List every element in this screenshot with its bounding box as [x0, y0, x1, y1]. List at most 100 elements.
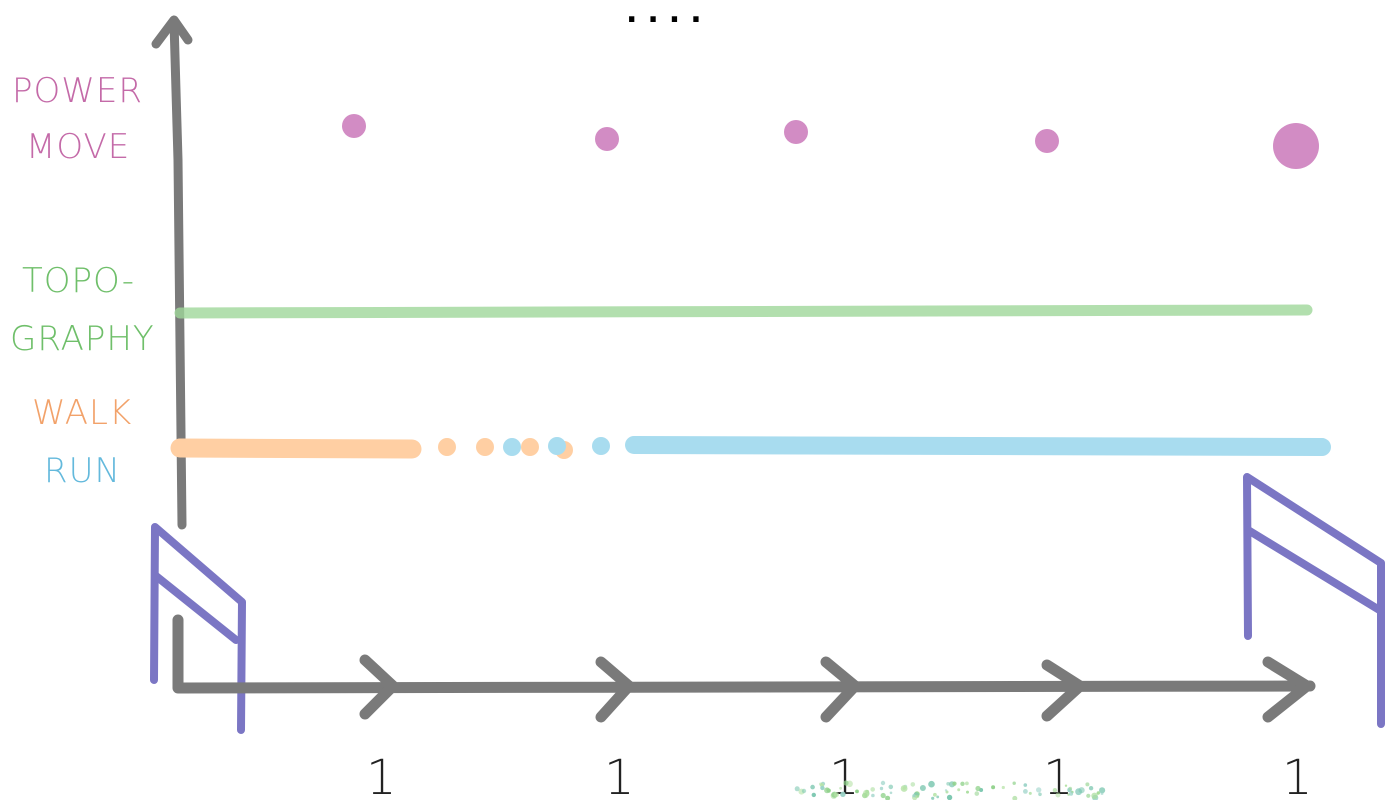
- chevron-right-icon: [1041, 659, 1086, 722]
- grass-speck: [855, 789, 859, 794]
- tick-label: 1: [366, 750, 397, 800]
- tick-label: 1: [604, 750, 635, 800]
- grass-speck: [1069, 791, 1074, 796]
- power-move-dot: [595, 127, 619, 151]
- power-move-dot: [784, 120, 808, 144]
- grass-speck: [820, 785, 825, 791]
- grass-speck: [944, 789, 948, 792]
- axis-line: [172, 614, 1316, 694]
- label-topography: TOPO- GRAPHY: [10, 261, 155, 359]
- grass-speck: [933, 792, 937, 797]
- grass-speck: [1068, 786, 1073, 791]
- grass-speck: [966, 790, 969, 794]
- grass-speck: [928, 780, 935, 788]
- grass-speck: [1038, 792, 1042, 797]
- grass-speckles: [794, 780, 1106, 800]
- grass-speck: [1023, 789, 1028, 794]
- walk-dot: [438, 438, 456, 456]
- grass-speck: [965, 781, 969, 786]
- chevron-right-icon: [359, 654, 399, 720]
- grass-speck: [871, 793, 875, 798]
- walk-band: [170, 438, 422, 459]
- grass-speck: [862, 792, 868, 799]
- walk-dot: [476, 438, 494, 456]
- chevron-right-icon: [595, 656, 635, 723]
- grass-speck: [889, 791, 893, 795]
- up-arrow-icon: [151, 15, 193, 530]
- run-dot: [503, 438, 521, 456]
- grass-speck: [1064, 784, 1068, 787]
- grass-speck: [839, 786, 842, 790]
- grass-speck: [834, 792, 839, 798]
- grass-speck: [1096, 791, 1101, 795]
- run-band: [625, 436, 1331, 456]
- grass-speck: [946, 782, 950, 786]
- grass-speck: [946, 794, 953, 800]
- grass-speck: [1086, 793, 1091, 798]
- tick-labels: 1 1 1 1 1: [366, 750, 1313, 800]
- power-move-series: [342, 114, 1319, 169]
- grass-speck: [957, 788, 961, 792]
- label-move: MOVE: [26, 127, 130, 167]
- grass-speck: [974, 791, 980, 796]
- walk-dot: [521, 438, 539, 456]
- power-move-dot-large: [1273, 123, 1319, 169]
- chevron-right-icon: [820, 656, 861, 723]
- grass-speck: [1028, 791, 1032, 795]
- grass-speck: [1055, 792, 1061, 798]
- grass-speck: [879, 786, 884, 791]
- grass-speck: [824, 787, 830, 794]
- grass-speck: [1023, 783, 1028, 787]
- grass-speck: [1099, 787, 1106, 794]
- tick-label: 1: [1043, 750, 1074, 800]
- power-move-dot: [342, 114, 366, 138]
- grass-speck: [952, 781, 957, 786]
- hurdle-icon: [1243, 473, 1385, 728]
- grass-speck: [1100, 792, 1104, 795]
- grass-speck: [870, 787, 875, 792]
- grass-speck: [810, 784, 815, 790]
- label-graphy: GRAPHY: [10, 319, 155, 359]
- label-walk: WALK: [32, 393, 132, 433]
- grass-speck: [1001, 785, 1005, 790]
- tick-label: 1: [1282, 750, 1313, 800]
- grass-speck: [991, 785, 996, 790]
- label-topo: TOPO-: [22, 261, 135, 301]
- chevron-right-icon: [1262, 656, 1313, 723]
- grass-speck: [912, 794, 916, 798]
- grass-speck: [1052, 788, 1058, 793]
- grass-speck: [919, 785, 926, 791]
- grass-speck: [975, 785, 981, 792]
- grass-speck: [1078, 787, 1085, 794]
- grass-speck: [1088, 786, 1094, 791]
- grass-speck: [1085, 782, 1090, 787]
- grass-speck: [880, 780, 886, 786]
- grass-speck: [936, 795, 940, 799]
- grass-speck: [1012, 781, 1016, 785]
- grass-speck: [843, 780, 849, 786]
- time-axis: [172, 614, 1316, 723]
- run-series: [503, 436, 1331, 456]
- grass-speck: [960, 781, 965, 786]
- grass-speck: [931, 796, 935, 800]
- grass-speck: [1091, 792, 1098, 799]
- grass-speck: [801, 788, 807, 794]
- grass-speck: [888, 784, 894, 790]
- grass-speck: [1036, 787, 1042, 793]
- grass-speck: [794, 786, 800, 792]
- grass-speck: [811, 792, 816, 798]
- label-power: POWER: [12, 71, 143, 111]
- power-move-dot: [1035, 129, 1059, 153]
- grass-speck: [840, 791, 846, 797]
- grass-speck: [1012, 795, 1018, 800]
- label-power-move: POWER MOVE: [12, 71, 143, 167]
- top-ellipsis: ....: [626, 0, 712, 30]
- run-dot: [548, 437, 566, 455]
- grass-speck: [880, 792, 886, 799]
- hurdle-icon: [150, 523, 246, 734]
- grass-speck: [900, 785, 908, 792]
- label-run: RUN: [44, 451, 121, 491]
- run-dot: [592, 437, 610, 455]
- topography-line: [174, 304, 1313, 319]
